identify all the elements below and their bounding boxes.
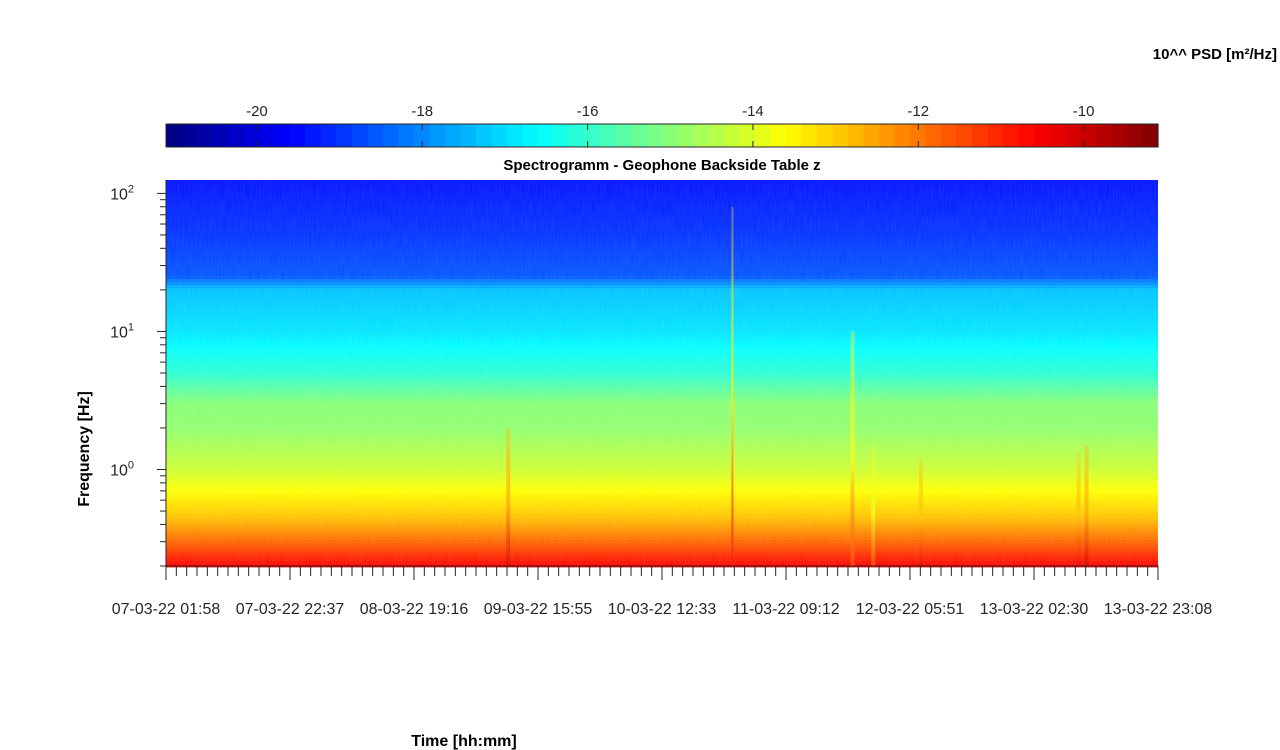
colorbar-band [398, 124, 415, 147]
colorbar-band [941, 124, 958, 147]
colorbar-band [305, 124, 322, 147]
colorbar-band [832, 124, 849, 147]
y-axis-label: Frequency [Hz] [76, 391, 93, 507]
colorbar-band [801, 124, 818, 147]
colorbar-band [910, 124, 927, 147]
colorbar-tick-label: -20 [246, 103, 268, 120]
colorbar-band [1003, 124, 1020, 147]
colorbar-band [336, 124, 353, 147]
colorbar-band [1065, 124, 1082, 147]
colorbar-tick-label: -16 [577, 103, 599, 120]
x-tick-label: 07-03-22 22:37 [236, 601, 345, 618]
colorbar-band [429, 124, 446, 147]
colorbar-band [646, 124, 663, 147]
colorbar-band [197, 124, 214, 147]
colorbar-tick-label: -18 [411, 103, 433, 120]
colorbar-band [538, 124, 555, 147]
colorbar-ticks: -20 -18 -16 -14 -12 -10 [246, 103, 1094, 147]
colorbar-band [972, 124, 989, 147]
colorbar-band [848, 124, 865, 147]
colorbar-band [987, 124, 1004, 147]
colorbar-band [755, 124, 772, 147]
colorbar-band [584, 124, 601, 147]
colorbar-band [662, 124, 679, 147]
colorbar-band [708, 124, 725, 147]
colorbar-band [894, 124, 911, 147]
colorbar-band [367, 124, 384, 147]
y-tick-label: 100 [110, 460, 134, 480]
colorbar-band [739, 124, 756, 147]
x-tick-label: 10-03-22 12:33 [608, 601, 717, 618]
x-tick-label: 09-03-22 15:55 [484, 601, 593, 618]
colorbar-band [693, 124, 710, 147]
colorbar-band [925, 124, 942, 147]
colorbar-band [1018, 124, 1035, 147]
colorbar-band [956, 124, 973, 147]
colorbar-band [290, 124, 307, 147]
colorbar-tick-label: -10 [1073, 103, 1095, 120]
colorbar-band [770, 124, 787, 147]
colorbar-band [615, 124, 632, 147]
colorbar-band [259, 124, 276, 147]
colorbar-band [522, 124, 539, 147]
colorbar-band [1127, 124, 1144, 147]
heatmap-texture [166, 180, 1158, 566]
x-tick-label: 12-03-22 05:51 [856, 601, 965, 618]
x-tick-label: 11-03-22 09:12 [732, 601, 839, 618]
y-axis: 102 101 100 [110, 180, 167, 567]
colorbar-band [460, 124, 477, 147]
colorbar-band [414, 124, 431, 147]
colorbar-band [677, 124, 694, 147]
colorbar-band [1080, 124, 1097, 147]
colorbar-band [1111, 124, 1128, 147]
x-tick-label: 13-03-22 23:08 [1104, 601, 1213, 618]
colorbar-band [352, 124, 369, 147]
colorbar-band [724, 124, 741, 147]
colorbar-bands [165, 123, 1159, 148]
colorbar-band [1034, 124, 1051, 147]
y-tick-label: 102 [110, 183, 134, 203]
colorbar-band [476, 124, 493, 147]
x-axis: 07-03-22 01:58 07-03-22 22:37 08-03-22 19:… [112, 565, 1213, 618]
y-tick-label: 101 [110, 321, 134, 341]
colorbar-band [863, 124, 880, 147]
colorbar-label: 10^^ PSD [m²/Hz] [1153, 46, 1277, 63]
heatmap-area [166, 180, 1158, 568]
colorbar: -20 -18 -16 -14 -12 -10 10^^ PSD [m²/Hz] [165, 46, 1277, 148]
colorbar-band [445, 124, 462, 147]
colorbar-band [228, 124, 245, 147]
colorbar-band [817, 124, 834, 147]
colorbar-band [321, 124, 338, 147]
colorbar-band [507, 124, 524, 147]
colorbar-tick-label: -12 [907, 103, 929, 120]
colorbar-band [879, 124, 896, 147]
colorbar-band [274, 124, 291, 147]
colorbar-frame [165, 123, 1159, 148]
colorbar-band [491, 124, 508, 147]
colorbar-band [786, 124, 803, 147]
colorbar-band [243, 124, 260, 147]
colorbar-band [553, 124, 570, 147]
colorbar-band [212, 124, 229, 147]
colorbar-band [600, 124, 617, 147]
x-axis-label: Time [hh:mm] [411, 733, 516, 750]
x-tick-label: 13-03-22 02:30 [980, 601, 1089, 618]
colorbar-band [1096, 124, 1113, 147]
colorbar-band [569, 124, 586, 147]
colorbar-band [181, 124, 198, 147]
x-tick-label: 07-03-22 01:58 [112, 601, 221, 618]
colorbar-band [631, 124, 648, 147]
x-tick-label: 08-03-22 19:16 [360, 601, 469, 618]
colorbar-band [1049, 124, 1066, 147]
colorbar-band [383, 124, 400, 147]
colorbar-tick-label: -14 [742, 103, 764, 120]
chart-title: Spectrogramm - Geophone Backside Table z [503, 157, 820, 174]
colorbar-band [166, 124, 183, 147]
colorbar-band [1142, 124, 1159, 147]
